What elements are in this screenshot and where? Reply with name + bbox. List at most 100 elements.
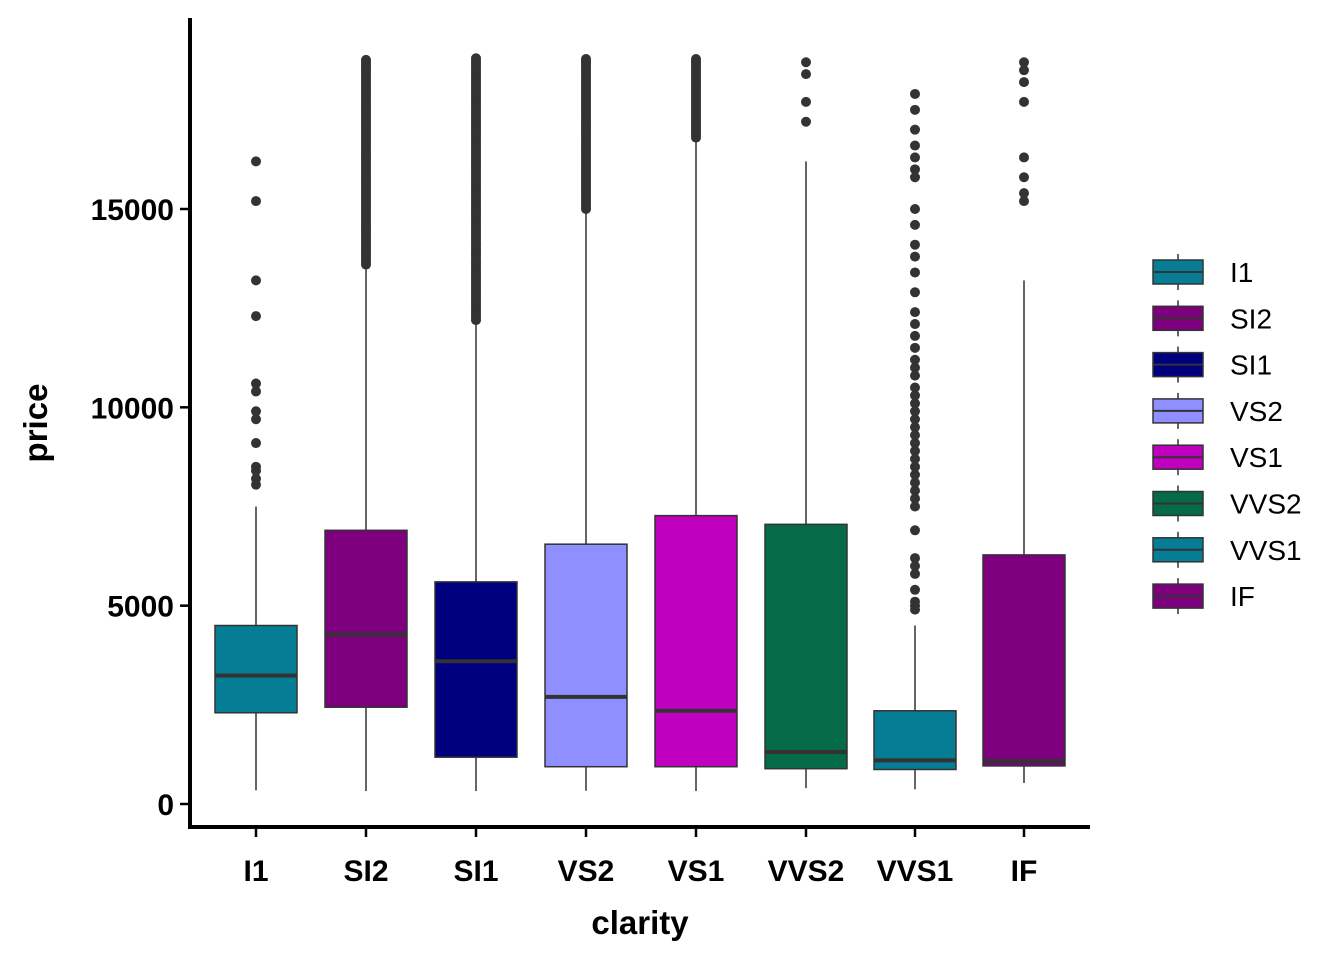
outlier-point <box>910 204 920 214</box>
outlier-point <box>910 596 920 607</box>
x-tick-label: VS2 <box>558 855 615 888</box>
outlier-point <box>910 307 920 318</box>
legend-label: VS1 <box>1230 442 1283 473</box>
legend-label: I1 <box>1230 257 1253 288</box>
x-tick-label: VVS2 <box>768 855 845 888</box>
outlier-point <box>910 438 920 449</box>
box-vs1 <box>654 514 738 768</box>
legend-label: SI2 <box>1230 303 1272 334</box>
legend-label: VS2 <box>1230 396 1283 427</box>
box-if <box>982 554 1066 767</box>
x-tick-label: SI2 <box>343 855 388 888</box>
outlier-point <box>910 330 920 341</box>
outlier-point <box>910 140 920 151</box>
outlier-point <box>910 430 920 441</box>
outlier-point <box>910 406 920 417</box>
outlier-point <box>581 54 591 65</box>
y-tick-label: 5000 <box>107 591 174 624</box>
outlier-point <box>910 342 920 353</box>
box-si2 <box>324 529 408 708</box>
legend-label: VVS1 <box>1230 535 1302 566</box>
box-si1 <box>434 581 518 758</box>
x-tick-label: VS1 <box>668 855 725 888</box>
outlier-point <box>910 561 920 571</box>
outlier-point <box>801 57 811 68</box>
outlier-point <box>910 390 920 401</box>
outlier-point <box>910 124 920 135</box>
box-vs2 <box>544 543 628 768</box>
outlier-point <box>910 354 920 365</box>
outlier-point <box>910 164 920 175</box>
outlier-point <box>910 152 920 163</box>
outlier-point <box>1019 57 1029 68</box>
outlier-point <box>251 406 261 417</box>
outlier-point <box>910 239 920 250</box>
outlier-point <box>910 362 920 373</box>
x-tick-label: I1 <box>243 855 268 888</box>
outlier-point <box>910 469 920 480</box>
outlier-point <box>251 275 261 286</box>
x-tick-label: VVS1 <box>877 855 954 888</box>
outlier-point <box>910 525 920 536</box>
outlier-point <box>910 88 920 99</box>
outlier-point <box>251 438 261 449</box>
outlier-point <box>910 251 920 262</box>
outlier-point <box>910 382 920 393</box>
outlier-point <box>1019 172 1029 183</box>
outlier-point <box>361 54 371 65</box>
outlier-point <box>251 414 261 425</box>
outlier-point <box>251 386 261 397</box>
outlier-point <box>910 445 920 456</box>
outlier-point <box>910 568 920 579</box>
y-tick-label: 10000 <box>91 392 174 425</box>
y-tick-label: 15000 <box>91 194 174 227</box>
outlier-point <box>1019 188 1029 199</box>
outlier-point <box>251 378 261 389</box>
outlier-point <box>910 219 920 230</box>
y-axis-title: price <box>17 384 54 463</box>
outlier-point <box>910 461 920 472</box>
outlier-point <box>801 69 811 80</box>
outlier-point <box>1019 96 1029 107</box>
outlier-point <box>801 116 811 127</box>
x-tick-label: IF <box>1011 855 1038 888</box>
outlier-point <box>910 398 920 409</box>
outlier-point <box>910 422 920 433</box>
outlier-point <box>1019 152 1029 163</box>
outlier-point <box>1019 77 1029 88</box>
outlier-point <box>801 96 811 107</box>
legend-label: SI1 <box>1230 350 1272 381</box>
outlier-point <box>1019 65 1029 76</box>
legend-label: IF <box>1230 581 1255 612</box>
outlier-point <box>691 54 701 65</box>
outlier-point <box>910 267 920 278</box>
outlier-point <box>910 319 920 330</box>
outlier-point <box>910 477 920 488</box>
x-tick-label: SI1 <box>453 855 498 888</box>
legend-label: VVS2 <box>1230 489 1302 520</box>
outlier-point <box>251 311 261 322</box>
outlier-point <box>910 453 920 464</box>
outlier-point <box>251 156 261 167</box>
outlier-point <box>910 104 920 115</box>
y-tick-label: 0 <box>157 789 174 822</box>
outlier-point <box>910 584 920 595</box>
outlier-point <box>910 172 920 183</box>
outlier-point <box>910 501 920 512</box>
x-axis-title: clarity <box>591 904 689 941</box>
outlier-point <box>910 553 920 564</box>
outlier-point <box>910 485 920 496</box>
box-vvs2 <box>764 523 848 770</box>
outlier-point <box>910 493 920 504</box>
outlier-point <box>910 370 920 381</box>
outlier-point <box>251 196 261 207</box>
outlier-point <box>910 287 920 298</box>
outlier-point <box>910 414 920 425</box>
outlier-point <box>1019 196 1029 207</box>
outlier-point <box>251 461 261 472</box>
outlier-point <box>251 473 261 484</box>
box-i1 <box>214 624 298 714</box>
outlier-point <box>471 53 481 64</box>
